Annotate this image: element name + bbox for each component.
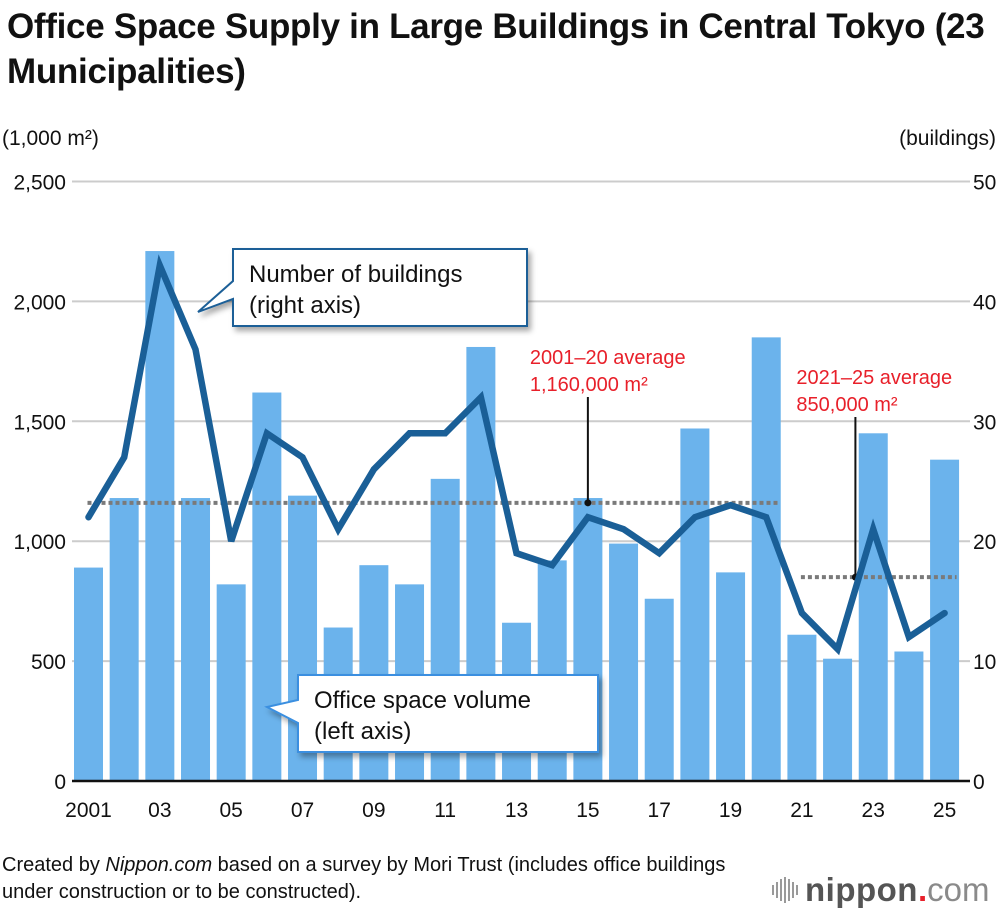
- bar-2024: [894, 651, 924, 781]
- right-tick-label: 0: [973, 771, 985, 794]
- x-tick-label: 03: [148, 799, 171, 822]
- right-tick-label: 10: [973, 651, 996, 674]
- line-series: [85, 254, 948, 656]
- callout-box: [264, 674, 599, 753]
- callout-bar-callout: Office space volume (left axis): [264, 674, 599, 753]
- chart-title: Office Space Supply in Large Buildings i…: [7, 7, 985, 91]
- callout-line2: (right axis): [249, 292, 361, 319]
- average-label-line2: 850,000 m²: [796, 394, 898, 416]
- x-tick-label: 07: [291, 799, 314, 822]
- x-tick-label: 15: [576, 799, 599, 822]
- callout-line-callout: Number of buildings (right axis): [197, 248, 528, 327]
- logo-dot: .: [917, 871, 928, 908]
- left-tick-label: 2,000: [13, 291, 66, 314]
- x-tick-label: 25: [933, 799, 956, 822]
- sound-bars-icon: [772, 877, 798, 903]
- callouts: Number of buildings (right axis) Office sp…: [197, 248, 599, 753]
- bar-2020: [751, 337, 781, 781]
- source-note: Created by Nippon.com based on a survey …: [2, 852, 762, 906]
- x-tick-label: 05: [220, 799, 243, 822]
- bar-2018: [680, 428, 710, 781]
- right-tick-label: 40: [973, 291, 996, 314]
- callout-box: [197, 248, 528, 327]
- x-tick-label: 13: [505, 799, 528, 822]
- bar-2005: [216, 584, 246, 781]
- right-tick-label: 30: [973, 411, 996, 434]
- x-tick-label: 17: [648, 799, 671, 822]
- bar-2016: [609, 543, 639, 781]
- bar-2022: [823, 658, 853, 781]
- x-tick-label: 21: [790, 799, 813, 822]
- left-tick-label: 0: [54, 771, 66, 794]
- callout-line2: (left axis): [314, 718, 411, 745]
- source-publisher: Nippon.com: [105, 854, 213, 876]
- callout-line1: Number of buildings: [249, 261, 462, 288]
- left-tick-label: 2,500: [13, 172, 66, 195]
- left-tick-label: 1,000: [13, 531, 66, 554]
- left-axis-unit: (1,000 m²): [2, 127, 99, 150]
- bar-2021: [787, 634, 817, 781]
- x-tick-label: 2001: [65, 799, 112, 822]
- left-tick-label: 1,500: [13, 411, 66, 434]
- x-tick-label: 09: [362, 799, 385, 822]
- average-lines: 2001–20 average 1,160,000 m² 2021–25 avera…: [87, 347, 957, 581]
- right-tick-label: 20: [973, 531, 996, 554]
- bar-2004: [181, 498, 211, 781]
- average-label-line2: 1,160,000 m²: [530, 374, 648, 396]
- bar-2001: [74, 567, 103, 781]
- average-label-line1: 2021–25 average: [796, 367, 952, 389]
- x-tick-label: 19: [719, 799, 742, 822]
- source-suffix: based on a survey by Mori Trust (include…: [2, 854, 726, 903]
- bar-2003: [145, 251, 175, 782]
- average-label-line1: 2001–20 average: [530, 347, 686, 369]
- x-tick-label: 11: [434, 799, 456, 822]
- x-tick-label: 23: [862, 799, 885, 822]
- axes: 0 500 1,000 1,500 2,000 2,500 0 10 20 30 40 50 2001 0…: [13, 172, 996, 823]
- bar-2023: [858, 433, 888, 781]
- callout-line1: Office space volume: [314, 687, 531, 714]
- left-tick-label: 500: [31, 651, 66, 674]
- logo-tld: com: [927, 871, 990, 908]
- bar-2006: [252, 392, 282, 781]
- bar-2002: [109, 498, 139, 781]
- logo-word: nippon: [805, 871, 918, 908]
- right-axis-unit: (buildings): [899, 127, 996, 150]
- right-tick-label: 50: [973, 172, 996, 195]
- bar-2019: [716, 572, 746, 781]
- nippon-logo: nippon. com: [772, 871, 990, 908]
- bar-2017: [644, 598, 674, 781]
- average-leader-dot: [584, 499, 592, 507]
- source-prefix: Created by: [2, 854, 106, 876]
